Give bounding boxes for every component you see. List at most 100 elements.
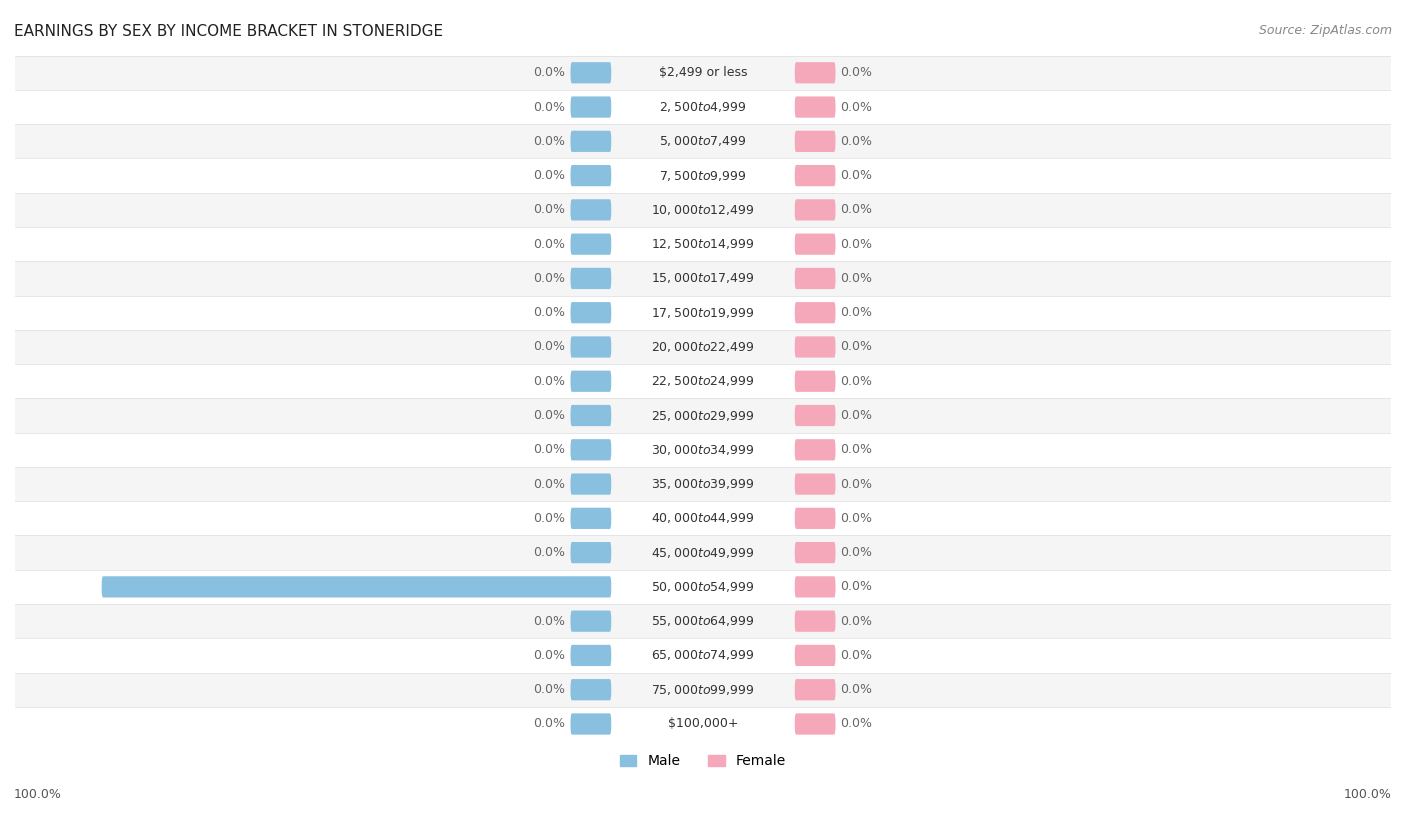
Text: 100.0%: 100.0% bbox=[1344, 788, 1392, 801]
FancyBboxPatch shape bbox=[794, 439, 835, 460]
Text: 0.0%: 0.0% bbox=[841, 649, 873, 662]
FancyBboxPatch shape bbox=[571, 439, 612, 460]
Text: 0.0%: 0.0% bbox=[533, 477, 565, 490]
Text: 0.0%: 0.0% bbox=[841, 546, 873, 559]
FancyBboxPatch shape bbox=[571, 645, 612, 666]
Text: 0.0%: 0.0% bbox=[533, 203, 565, 216]
Bar bbox=[15, 536, 1391, 570]
Text: 100.0%: 100.0% bbox=[14, 788, 62, 801]
Text: $25,000 to $29,999: $25,000 to $29,999 bbox=[651, 408, 755, 423]
Text: $35,000 to $39,999: $35,000 to $39,999 bbox=[651, 477, 755, 491]
Text: 0.0%: 0.0% bbox=[841, 307, 873, 320]
FancyBboxPatch shape bbox=[794, 233, 835, 254]
FancyBboxPatch shape bbox=[794, 267, 835, 289]
FancyBboxPatch shape bbox=[571, 611, 612, 632]
Text: $30,000 to $34,999: $30,000 to $34,999 bbox=[651, 443, 755, 457]
FancyBboxPatch shape bbox=[794, 302, 835, 324]
FancyBboxPatch shape bbox=[794, 542, 835, 563]
Text: $2,500 to $4,999: $2,500 to $4,999 bbox=[659, 100, 747, 114]
Text: 0.0%: 0.0% bbox=[533, 237, 565, 250]
Text: 0.0%: 0.0% bbox=[533, 443, 565, 456]
FancyBboxPatch shape bbox=[571, 473, 612, 494]
Text: 0.0%: 0.0% bbox=[841, 443, 873, 456]
Text: 0.0%: 0.0% bbox=[841, 203, 873, 216]
Legend: Male, Female: Male, Female bbox=[620, 754, 786, 768]
Bar bbox=[15, 364, 1391, 398]
Bar bbox=[15, 124, 1391, 159]
Text: 0.0%: 0.0% bbox=[841, 477, 873, 490]
Bar bbox=[15, 638, 1391, 672]
FancyBboxPatch shape bbox=[794, 405, 835, 426]
Text: 0.0%: 0.0% bbox=[841, 683, 873, 696]
Text: 0.0%: 0.0% bbox=[841, 615, 873, 628]
Bar bbox=[15, 398, 1391, 433]
Text: $17,500 to $19,999: $17,500 to $19,999 bbox=[651, 306, 755, 320]
Text: $50,000 to $54,999: $50,000 to $54,999 bbox=[651, 580, 755, 593]
Text: $7,500 to $9,999: $7,500 to $9,999 bbox=[659, 168, 747, 183]
Text: $12,500 to $14,999: $12,500 to $14,999 bbox=[651, 237, 755, 251]
FancyBboxPatch shape bbox=[794, 645, 835, 666]
FancyBboxPatch shape bbox=[794, 199, 835, 220]
Text: 0.0%: 0.0% bbox=[533, 341, 565, 354]
FancyBboxPatch shape bbox=[571, 542, 612, 563]
Text: 0.0%: 0.0% bbox=[841, 580, 873, 593]
FancyBboxPatch shape bbox=[571, 713, 612, 735]
FancyBboxPatch shape bbox=[571, 508, 612, 529]
FancyBboxPatch shape bbox=[794, 62, 835, 84]
FancyBboxPatch shape bbox=[571, 62, 612, 84]
FancyBboxPatch shape bbox=[794, 679, 835, 700]
Text: $100,000+: $100,000+ bbox=[668, 718, 738, 731]
Text: 0.0%: 0.0% bbox=[533, 375, 565, 388]
Text: 0.0%: 0.0% bbox=[841, 101, 873, 114]
Text: 0.0%: 0.0% bbox=[533, 307, 565, 320]
FancyBboxPatch shape bbox=[794, 611, 835, 632]
FancyBboxPatch shape bbox=[794, 473, 835, 494]
Text: 0.0%: 0.0% bbox=[533, 67, 565, 80]
Text: 0.0%: 0.0% bbox=[533, 683, 565, 696]
FancyBboxPatch shape bbox=[794, 371, 835, 392]
FancyBboxPatch shape bbox=[794, 508, 835, 529]
Text: 0.0%: 0.0% bbox=[533, 409, 565, 422]
FancyBboxPatch shape bbox=[571, 131, 612, 152]
Bar bbox=[15, 501, 1391, 536]
Text: $20,000 to $22,499: $20,000 to $22,499 bbox=[651, 340, 755, 354]
Text: 0.0%: 0.0% bbox=[533, 649, 565, 662]
Text: $10,000 to $12,499: $10,000 to $12,499 bbox=[651, 203, 755, 217]
Bar bbox=[15, 55, 1391, 90]
FancyBboxPatch shape bbox=[571, 165, 612, 186]
Text: $15,000 to $17,499: $15,000 to $17,499 bbox=[651, 272, 755, 285]
Text: $75,000 to $99,999: $75,000 to $99,999 bbox=[651, 683, 755, 697]
FancyBboxPatch shape bbox=[571, 337, 612, 358]
Bar bbox=[15, 433, 1391, 467]
FancyBboxPatch shape bbox=[571, 679, 612, 700]
FancyBboxPatch shape bbox=[571, 97, 612, 118]
Text: 0.0%: 0.0% bbox=[841, 135, 873, 148]
Text: 0.0%: 0.0% bbox=[533, 546, 565, 559]
Bar bbox=[15, 296, 1391, 330]
Bar bbox=[15, 193, 1391, 227]
FancyBboxPatch shape bbox=[794, 97, 835, 118]
FancyBboxPatch shape bbox=[101, 576, 612, 598]
Text: 0.0%: 0.0% bbox=[533, 135, 565, 148]
Text: 0.0%: 0.0% bbox=[533, 272, 565, 285]
FancyBboxPatch shape bbox=[794, 337, 835, 358]
FancyBboxPatch shape bbox=[794, 131, 835, 152]
Text: Source: ZipAtlas.com: Source: ZipAtlas.com bbox=[1258, 24, 1392, 37]
Bar bbox=[15, 570, 1391, 604]
Text: 100.0%: 100.0% bbox=[20, 580, 72, 593]
FancyBboxPatch shape bbox=[571, 405, 612, 426]
Bar bbox=[15, 604, 1391, 638]
Text: 0.0%: 0.0% bbox=[841, 67, 873, 80]
Bar bbox=[15, 90, 1391, 124]
Text: 0.0%: 0.0% bbox=[841, 272, 873, 285]
Text: $5,000 to $7,499: $5,000 to $7,499 bbox=[659, 134, 747, 148]
Bar bbox=[15, 706, 1391, 741]
FancyBboxPatch shape bbox=[571, 371, 612, 392]
Bar bbox=[15, 261, 1391, 296]
FancyBboxPatch shape bbox=[794, 713, 835, 735]
Text: 0.0%: 0.0% bbox=[841, 512, 873, 525]
Text: $45,000 to $49,999: $45,000 to $49,999 bbox=[651, 546, 755, 559]
FancyBboxPatch shape bbox=[794, 165, 835, 186]
Text: $40,000 to $44,999: $40,000 to $44,999 bbox=[651, 511, 755, 525]
Text: 0.0%: 0.0% bbox=[533, 718, 565, 731]
